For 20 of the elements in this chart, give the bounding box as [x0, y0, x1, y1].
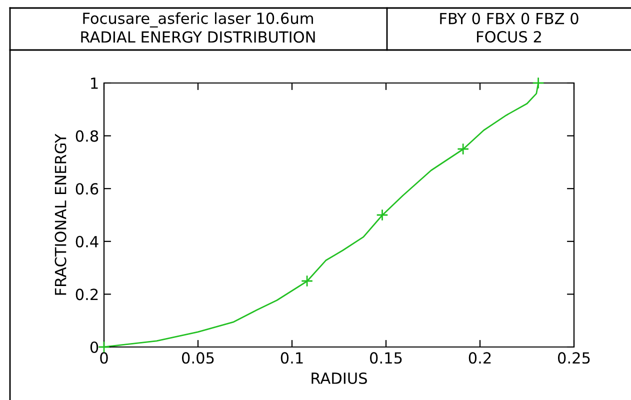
x-axis-title: RADIUS [312, 372, 367, 384]
point [532, 76, 544, 90]
y-tick-label: 1 [91, 78, 98, 89]
y-tick-label: 0.6 [76, 183, 98, 195]
point [376, 208, 388, 222]
x-tick-label: 0.1 [280, 352, 303, 364]
point [457, 142, 470, 156]
chart-subtitle: FBY 0 FBX 0 FBZ 0 FOCUS 2 [440, 12, 578, 43]
y-tick-label: 0 [90, 341, 98, 354]
x-tick-label: 0.25 [558, 352, 590, 364]
y-tick-label: 0.2 [76, 288, 98, 300]
x-tick-label: 0.2 [468, 352, 491, 364]
x-tick-label: 0.05 [182, 352, 214, 364]
x-tick-label: 0 [100, 352, 108, 364]
y-tick-label: 0.4 [76, 236, 98, 248]
chart-title: Focusare_asferic laser 10.6um RADIAL ENERGY DISTRIBUTION [81, 12, 315, 43]
point [300, 274, 314, 288]
y-axis-title: FRACTIONAL ENERGY [54, 134, 66, 295]
x-tick-label: 0.15 [370, 352, 402, 364]
y-tick-label: 0.8 [76, 130, 98, 142]
